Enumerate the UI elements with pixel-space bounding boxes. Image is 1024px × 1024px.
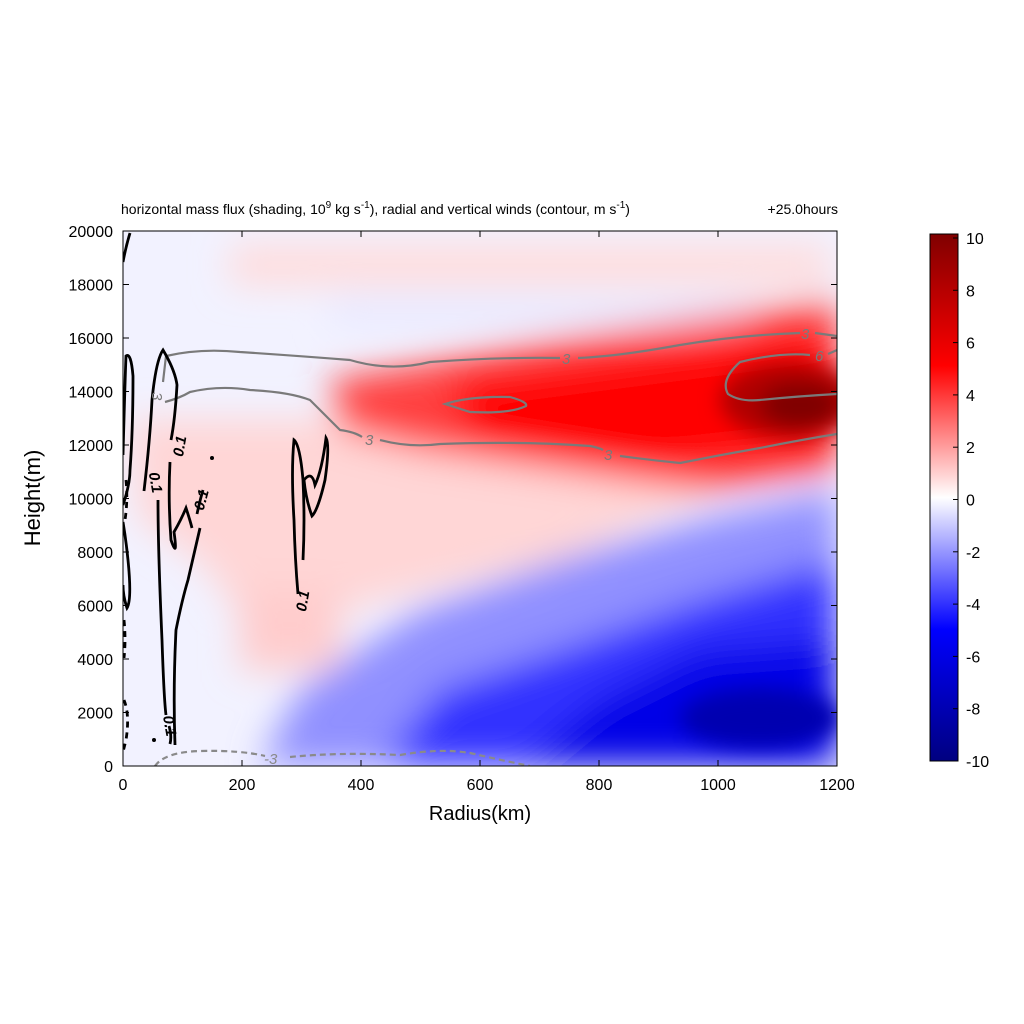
x-axis-label: Radius(km) — [429, 803, 531, 825]
colorbar-tick-label: 0 — [966, 493, 975, 510]
radial-contour-label: 3 — [562, 351, 571, 368]
colorbar-tick-label: 4 — [966, 388, 975, 405]
contours — [123, 232, 837, 766]
chart-title: horizontal mass flux (shading, 109 kg s-… — [121, 200, 630, 217]
colorbar-tick-label: 6 — [966, 336, 975, 353]
colorbar-tick-label: -8 — [966, 702, 980, 719]
y-tick-label: 14000 — [69, 385, 114, 402]
vertical-contour-1 — [123, 232, 135, 506]
y-axis-label: Height(m) — [20, 450, 45, 547]
y-tick-label: 12000 — [69, 438, 114, 455]
vertical-contour-5 — [123, 479, 129, 753]
radial-contour-label: 3 — [801, 326, 810, 343]
x-axis: 0 200 400 600 800 1000 1200 — [119, 231, 855, 794]
time-label: +25.0hours — [768, 201, 838, 217]
vertical-contour-label: 0.1 — [159, 714, 179, 737]
radial-contour-label: 3 — [148, 392, 165, 401]
radial-contour-label: -3 — [264, 751, 278, 768]
vertical-contour-label: 0.1 — [293, 589, 313, 612]
x-tick-label: 200 — [229, 777, 256, 794]
radial-contour-label: 6 — [815, 348, 824, 365]
x-tick-label: 1000 — [700, 777, 736, 794]
colorbar-tick-label: 10 — [966, 231, 984, 248]
x-tick-label: 0 — [119, 777, 128, 794]
colorbar-tick-label: 8 — [966, 283, 975, 300]
x-tick-label: 1200 — [819, 777, 855, 794]
y-tick-label: 20000 — [69, 224, 114, 241]
y-tick-label: 2000 — [77, 706, 113, 723]
vertical-contour-4 — [291, 433, 330, 595]
y-tick-label: 6000 — [77, 599, 113, 616]
vertical-contour-2 — [123, 521, 132, 612]
vertical-contour-3 — [142, 347, 205, 746]
x-tick-label: 600 — [467, 777, 494, 794]
colorbar-tick-label: 2 — [966, 440, 975, 457]
colorbar-tick-label: -10 — [966, 754, 989, 771]
vertical-contour-label: 0.1 — [191, 488, 213, 513]
x-tick-label: 800 — [586, 777, 613, 794]
radial-contour-label: 3 — [604, 447, 613, 464]
colorbar-tick-label: -4 — [966, 597, 980, 614]
radial-contour-6 — [724, 348, 837, 402]
vertical-contour-label: 0.1 — [145, 471, 165, 494]
shading-field — [123, 231, 837, 766]
x-tick-label: 400 — [348, 777, 375, 794]
y-tick-label: 8000 — [77, 545, 113, 562]
radial-contour-upper — [161, 331, 837, 383]
colorbar-tick-label: -2 — [966, 545, 980, 562]
y-tick-label: 16000 — [69, 331, 114, 348]
radial-contour-label: 3 — [365, 432, 374, 449]
y-axis: 0 2000 4000 6000 8000 10000 12000 14000 16000 180… — [69, 224, 837, 776]
y-tick-label: 10000 — [69, 492, 114, 509]
y-tick-label: 18000 — [69, 278, 114, 295]
y-tick-label: 4000 — [77, 652, 113, 669]
radial-contour-mid — [164, 386, 837, 465]
colorbar — [929, 233, 959, 762]
radial-contour-loop — [441, 395, 528, 414]
radial-contour-lower — [154, 749, 531, 766]
colorbar-ticks: 10 8 6 4 2 0 -2 -4 -6 -8 -10 — [953, 231, 989, 771]
vertical-contour-label: 0.1 — [170, 434, 190, 457]
y-tick-label: 0 — [104, 759, 113, 776]
colorbar-tick-label: -6 — [966, 649, 980, 666]
contour-labels: 3 3 3 3 6 3 -3 0.1 0.1 0.1 0.1 0.1 — [145, 326, 824, 768]
